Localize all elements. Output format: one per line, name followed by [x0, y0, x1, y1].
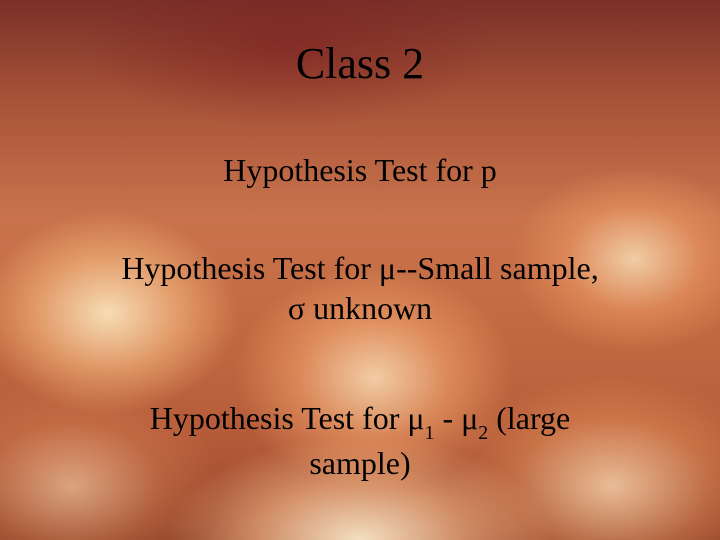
text-span: unknown — [305, 290, 432, 326]
text-span: Small sample, — [417, 250, 598, 286]
body-block-2: Hypothesis Test for μ--Small sample, σ u… — [0, 248, 720, 328]
text-span: Hypothesis Test for — [121, 250, 379, 286]
text-span: (large — [488, 400, 570, 436]
minus-sign: - — [434, 400, 461, 436]
sigma-symbol: σ — [288, 290, 305, 326]
mu-symbol: μ — [461, 400, 478, 436]
text-span: Hypothesis Test for — [150, 400, 408, 436]
subscript-2: 2 — [478, 422, 488, 444]
mu-symbol: μ — [379, 250, 396, 286]
text-span: sample) — [309, 445, 410, 481]
slide-title: Class 2 — [0, 38, 720, 89]
mu-symbol: μ — [407, 400, 424, 436]
subscript-1: 1 — [425, 422, 435, 444]
body-block-3: Hypothesis Test for μ1 - μ2 (large sampl… — [0, 398, 720, 483]
body-line-1: Hypothesis Test for p — [0, 152, 720, 189]
slide: Class 2 Hypothesis Test for p Hypothesis… — [0, 0, 720, 540]
text-span: -- — [396, 250, 417, 286]
